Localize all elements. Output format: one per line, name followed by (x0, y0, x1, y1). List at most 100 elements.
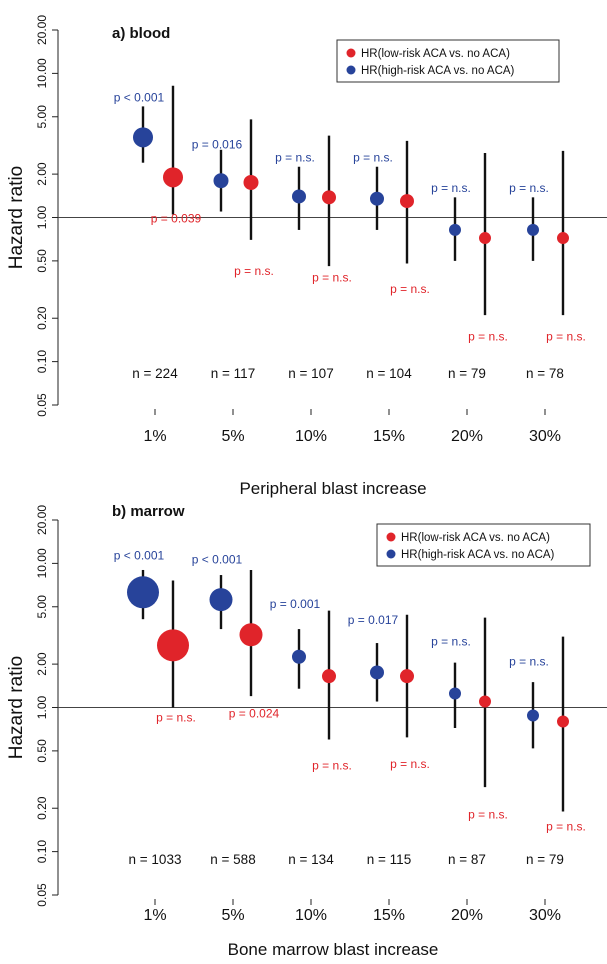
legend: HR(low-risk ACA vs. no ACA) HR(high-risk … (376, 523, 591, 567)
high-risk-hr-point (527, 709, 539, 722)
x-tick-label: 20% (451, 428, 483, 445)
high-risk-hr-point (133, 127, 153, 148)
low-risk-hr-point (322, 669, 336, 684)
chart-panel-marrow: 0.05 0.10 0.20 0.50 1.00 2.00 5.00 10.00 20.00 Ha… (6, 503, 607, 959)
high-risk-hr-point (449, 223, 461, 236)
legend-marker (346, 48, 356, 58)
high-risk-hr-point (209, 588, 233, 612)
high-risk-hr-point (127, 576, 159, 609)
legend-box (336, 39, 560, 83)
low-risk-hr-point (479, 695, 491, 708)
low-risk-hr-point (163, 167, 183, 188)
low-risk-hr-point (400, 669, 414, 684)
sample-size-label: n = 1033 (129, 852, 182, 867)
y-tick-label: 10.00 (35, 548, 49, 578)
sample-size-label: n = 78 (526, 366, 564, 381)
low-risk-p-value: p = n.s. (312, 759, 352, 773)
y-tick-label: 2.00 (35, 652, 49, 676)
sample-size-label: n = 87 (448, 852, 486, 867)
high-risk-hr-point (213, 173, 229, 189)
x-tick-label: 5% (221, 907, 244, 924)
x-tick-label: 5% (221, 428, 244, 445)
y-tick-label: 0.50 (35, 739, 49, 763)
low-risk-hr-point (479, 232, 491, 245)
low-risk-p-value: p = n.s. (468, 807, 508, 821)
sample-size-label: n = 224 (132, 366, 178, 381)
low-risk-p-value: p = 0.039 (151, 212, 202, 226)
sample-size-label: n = 588 (210, 852, 255, 867)
legend-box (376, 523, 591, 567)
y-tick-label: 0.10 (35, 350, 49, 374)
x-tick-label: 10% (295, 428, 327, 445)
low-risk-p-value: p = n.s. (546, 330, 586, 344)
sample-size-label: n = 117 (211, 366, 255, 381)
high-risk-p-value: p = 0.017 (348, 613, 399, 627)
y-tick-label: 0.20 (35, 306, 49, 330)
high-risk-p-value: p = n.s. (509, 181, 549, 195)
x-tick-label: 30% (529, 907, 561, 924)
high-risk-p-value: p < 0.001 (114, 549, 165, 563)
legend: HR(low-risk ACA vs. no ACA) HR(high-risk … (336, 39, 560, 83)
legend-label: HR(high-risk ACA vs. no ACA) (401, 549, 555, 561)
x-tick-label: 30% (529, 428, 561, 445)
low-risk-hr-point (400, 194, 414, 209)
sample-size-label: n = 79 (526, 852, 564, 867)
high-risk-p-value: p = n.s. (431, 634, 471, 648)
x-tick-label: 15% (373, 907, 405, 924)
high-risk-hr-point (527, 223, 539, 236)
high-risk-p-value: p = n.s. (431, 181, 471, 195)
high-risk-p-value: p = 0.001 (270, 597, 321, 611)
y-tick-label: 10.00 (35, 58, 49, 88)
x-axis-title: Bone marrow blast increase (228, 940, 439, 959)
low-risk-p-value: p = n.s. (390, 757, 430, 771)
legend-marker (386, 549, 396, 559)
sample-size-label: n = 115 (367, 852, 411, 867)
low-risk-hr-point (157, 629, 189, 662)
low-risk-hr-point (243, 174, 259, 190)
y-axis-title: Hazard ratio (6, 656, 27, 760)
high-risk-p-value: p = n.s. (353, 150, 393, 164)
low-risk-hr-point (557, 715, 569, 728)
y-tick-label: 0.50 (35, 249, 49, 273)
high-risk-p-value: p < 0.001 (192, 552, 243, 566)
y-tick-label: 20.00 (35, 15, 49, 45)
y-tick-label: 0.05 (35, 883, 49, 907)
y-tick-label: 5.00 (35, 595, 49, 619)
low-risk-p-value: p = n.s. (312, 270, 352, 284)
low-risk-hr-point (557, 232, 569, 245)
low-risk-p-value: p = n.s. (156, 710, 196, 724)
x-tick-label: 15% (373, 428, 405, 445)
sample-size-label: n = 107 (288, 366, 333, 381)
y-tick-label: 1.00 (35, 205, 49, 229)
low-risk-p-value: p = n.s. (390, 282, 430, 296)
x-tick-label: 10% (295, 907, 327, 924)
y-tick-label: 2.00 (35, 162, 49, 186)
sample-size-label: n = 104 (366, 366, 412, 381)
low-risk-hr-point (239, 623, 263, 647)
high-risk-p-value: p < 0.001 (114, 90, 165, 104)
chart-panel-blood: 0.05 0.10 0.20 0.50 1.00 2.00 5.00 10.00 20.00 Ha… (6, 15, 607, 498)
x-tick-label: 1% (143, 428, 166, 445)
high-risk-p-value: p = n.s. (275, 150, 315, 164)
low-risk-p-value: p = 0.024 (229, 707, 280, 721)
y-tick-label: 0.10 (35, 840, 49, 864)
panel-title: b) marrow (112, 503, 185, 520)
x-tick-label: 1% (143, 907, 166, 924)
y-tick-label: 0.20 (35, 796, 49, 820)
low-risk-hr-point (322, 190, 336, 205)
y-tick-label: 5.00 (35, 105, 49, 129)
sample-size-label: n = 134 (288, 852, 334, 867)
y-axis-title: Hazard ratio (6, 166, 27, 270)
high-risk-hr-point (370, 665, 384, 680)
legend-marker (386, 532, 396, 542)
high-risk-hr-point (292, 649, 306, 664)
x-axis-title: Peripheral blast increase (239, 479, 426, 498)
low-risk-p-value: p = n.s. (546, 820, 586, 834)
high-risk-p-value: p = n.s. (509, 655, 549, 669)
panel-title: a) blood (112, 25, 170, 42)
high-risk-hr-point (370, 191, 384, 206)
legend-label: HR(high-risk ACA vs. no ACA) (361, 65, 515, 77)
legend-label: HR(low-risk ACA vs. no ACA) (401, 532, 550, 544)
y-tick-label: 20.00 (35, 505, 49, 535)
